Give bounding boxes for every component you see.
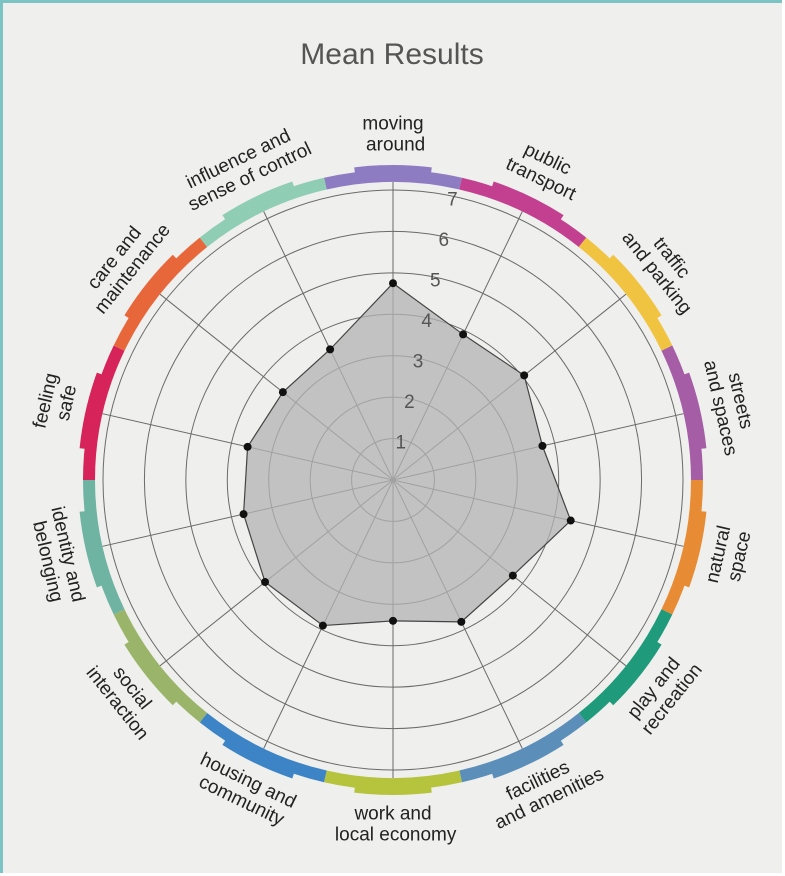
r-tick-label: 6 <box>439 230 450 251</box>
r-tick-label: 7 <box>447 189 458 210</box>
radar-point <box>389 616 397 625</box>
category-band <box>113 609 208 723</box>
category-band-outer <box>607 254 662 320</box>
r-tick-label: 3 <box>413 351 424 372</box>
category-label: streets and spaces <box>698 348 762 457</box>
category-band <box>661 479 703 615</box>
category-label: feeling safe <box>29 371 82 435</box>
category-label: work and local economy <box>330 804 457 846</box>
category-band-outer <box>491 181 564 222</box>
category-band <box>578 609 673 723</box>
radar-point <box>459 330 468 339</box>
category-band-outer <box>607 640 662 706</box>
category-band <box>199 177 327 248</box>
category-band-outer <box>681 510 707 588</box>
category-band <box>459 177 587 248</box>
radar-point <box>566 516 575 525</box>
category-band <box>324 170 462 190</box>
category-band-outer <box>354 165 432 176</box>
category-label: traffic and parking <box>614 211 712 319</box>
category-label: identity and belonging <box>26 505 89 609</box>
category-band-outer <box>79 510 105 588</box>
radar-point <box>389 279 397 288</box>
radar-point <box>318 621 327 630</box>
category-label: care and maintenance <box>71 207 175 322</box>
category-band-outer <box>354 784 432 795</box>
category-band <box>199 712 327 783</box>
category-label: moving around <box>361 114 425 156</box>
category-band <box>113 237 208 351</box>
category-band-outer <box>79 372 105 450</box>
radar-point <box>457 617 466 626</box>
radar-area <box>242 282 572 627</box>
category-band-outer <box>124 640 179 706</box>
category-label: natural space <box>702 524 756 590</box>
r-tick-label: 5 <box>430 270 441 291</box>
category-band <box>661 345 703 481</box>
r-tick-label: 4 <box>421 311 432 332</box>
category-band-outer <box>491 738 564 779</box>
radar-point <box>326 345 335 354</box>
category-band <box>83 479 125 615</box>
radar-point <box>239 510 248 519</box>
category-band <box>459 712 587 783</box>
category-label: facilities and amenities <box>478 745 608 836</box>
radar-point <box>243 442 252 451</box>
radar-point <box>261 578 270 587</box>
category-band <box>83 345 125 481</box>
category-band <box>324 770 462 790</box>
category-band <box>578 237 673 351</box>
r-tick-label: 2 <box>404 392 415 413</box>
radar-point <box>508 571 517 580</box>
category-band-outer <box>222 181 295 222</box>
radar-point <box>538 441 547 450</box>
category-band-outer <box>222 738 295 779</box>
chart-title: Mean Results <box>300 38 483 71</box>
category-band-outer <box>124 254 179 320</box>
radar-point <box>278 388 287 397</box>
category-band-outer <box>681 372 707 450</box>
radar-point <box>520 371 529 380</box>
r-tick-label: 1 <box>395 432 406 453</box>
